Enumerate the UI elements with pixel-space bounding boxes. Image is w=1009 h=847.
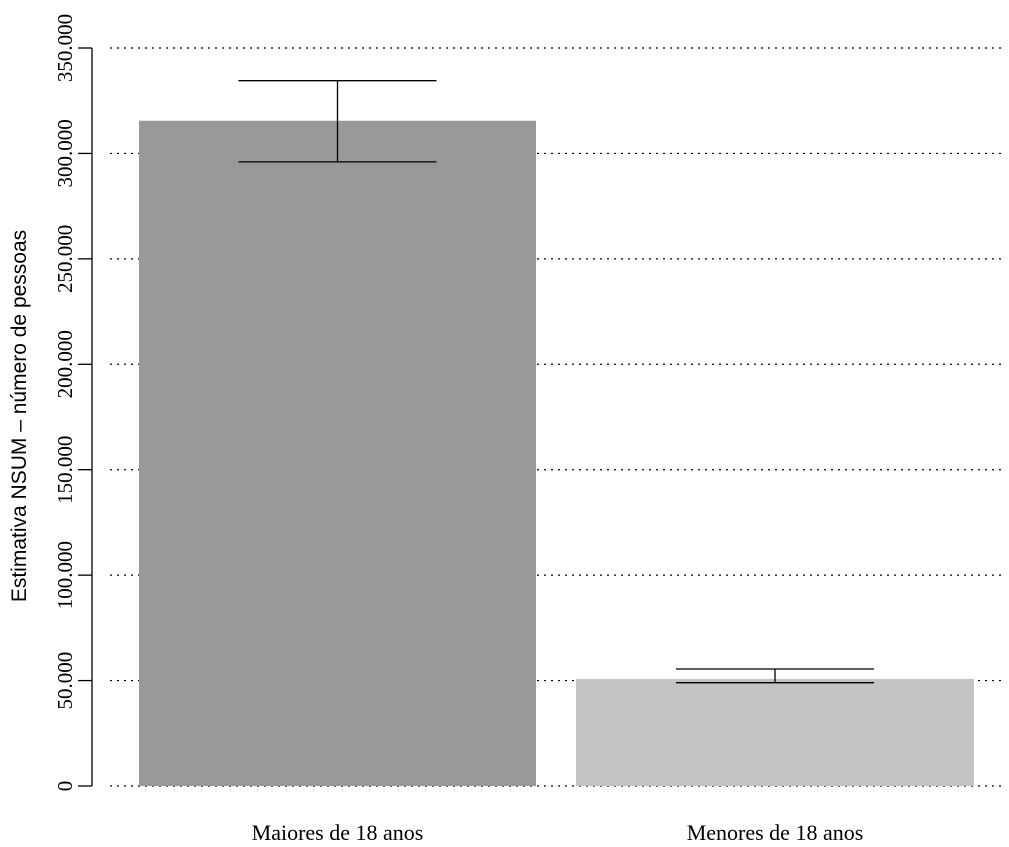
bar xyxy=(576,678,974,786)
error-bars xyxy=(238,80,874,684)
y-tick-label: 200.000 xyxy=(53,330,77,398)
y-axis: 0 50.000 100.000 150.000 200.000 250.000 300.0… xyxy=(53,14,93,792)
bar xyxy=(139,120,536,786)
y-tick-label: 150.000 xyxy=(53,436,77,504)
y-tick-label: 0 xyxy=(53,781,77,792)
y-tick-label: 350.000 xyxy=(53,14,77,82)
x-tick-label: Menores de 18 anos xyxy=(687,820,864,842)
bars xyxy=(139,120,974,786)
y-axis-title: Estimativa NSUM – número de pessoas xyxy=(8,230,31,602)
x-tick-label: Maiores de 18 anos xyxy=(252,820,424,842)
y-tick-label: 50.000 xyxy=(53,652,77,710)
y-tick-label: 100.000 xyxy=(53,541,77,609)
x-tick-labels: Maiores de 18 anos Menores de 18 anos xyxy=(252,820,864,845)
y-tick-label: 250.000 xyxy=(53,225,77,293)
y-tick-label: 300.000 xyxy=(53,119,77,187)
